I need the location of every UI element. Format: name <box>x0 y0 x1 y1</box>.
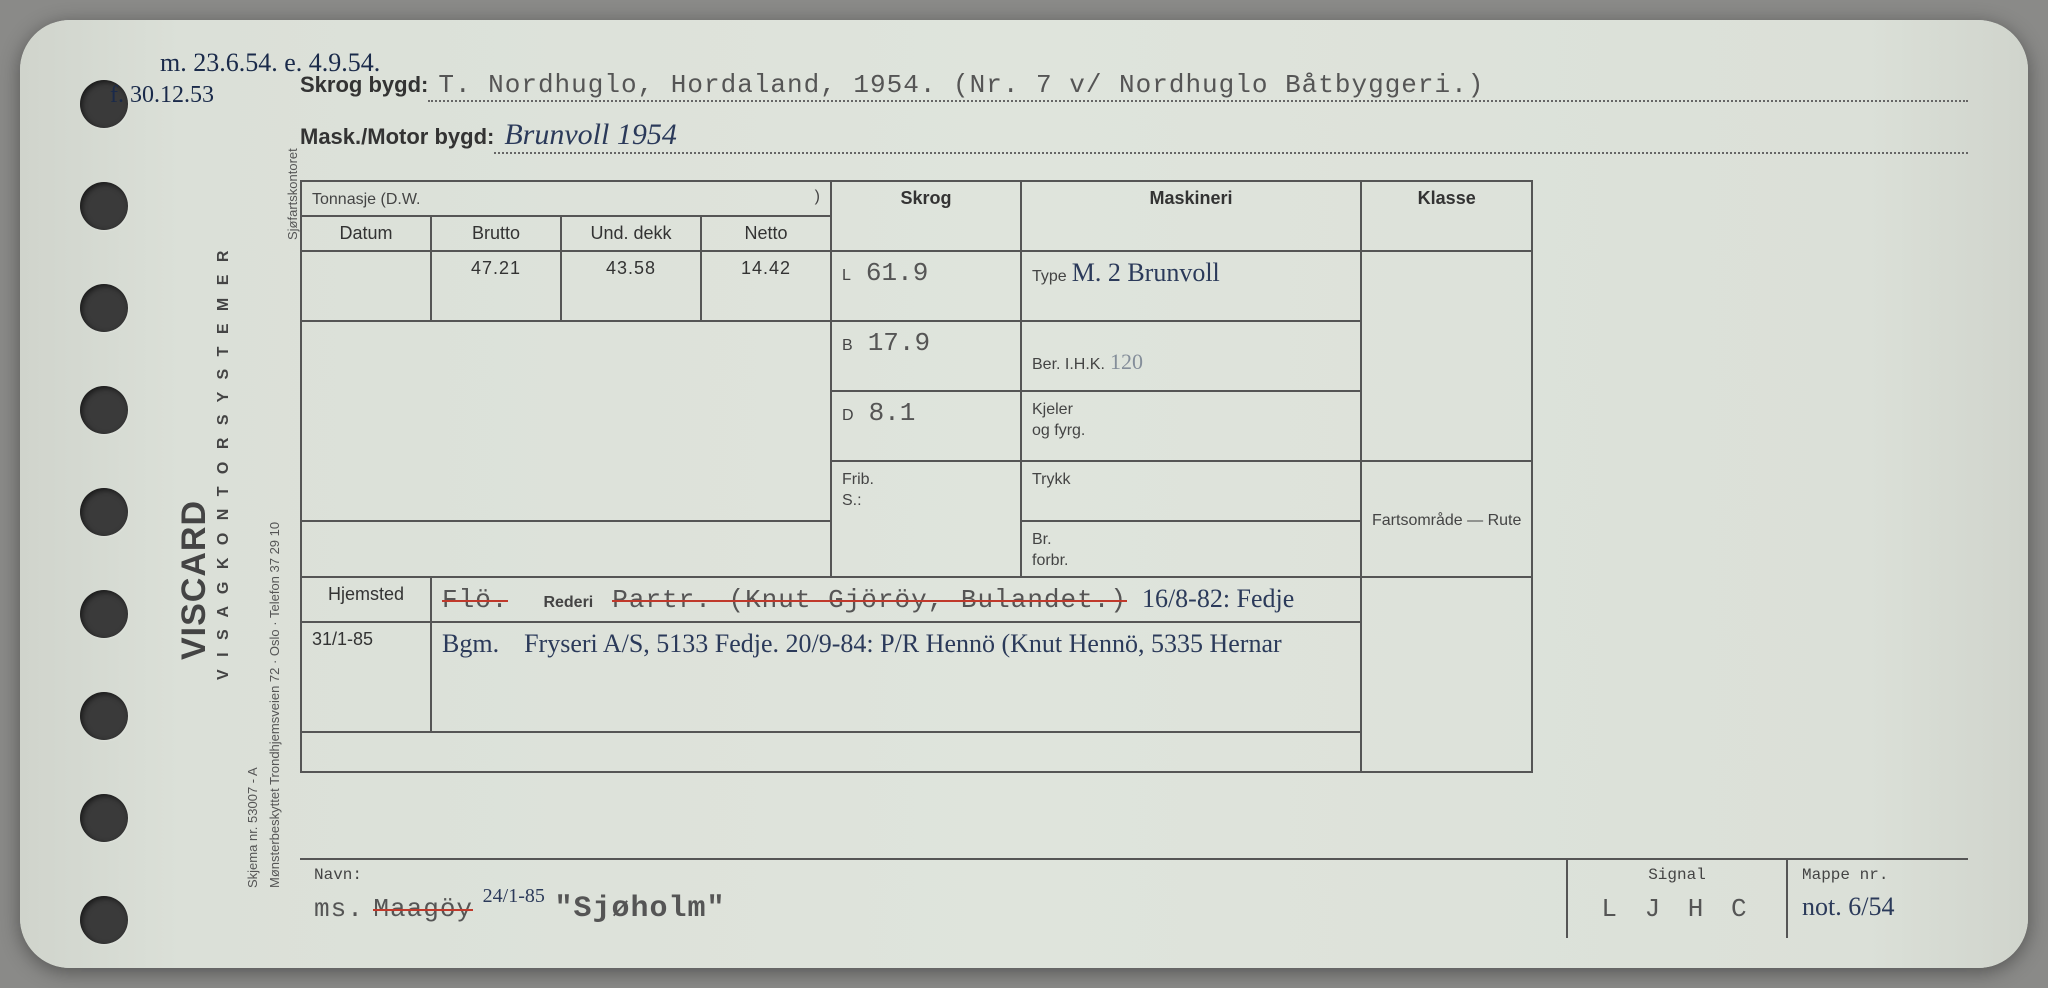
col-netto: Netto <box>701 216 831 251</box>
navn-value: "Sjøholm" <box>554 892 725 926</box>
navn-note: 24/1-85 <box>483 885 545 907</box>
L-value: 61.9 <box>866 258 928 288</box>
und-dekk-1: 43.58 <box>561 251 701 321</box>
tonnasje-close: ) <box>815 188 820 206</box>
frib-label: Frib. <box>842 471 874 488</box>
col-datum: Datum <box>301 216 431 251</box>
rederi-2: Fryseri A/S, 5133 Fedje. 20/9-84: P/R He… <box>524 629 1282 658</box>
klasse-cell <box>1361 251 1532 461</box>
fartsomrade-label: Fartsområde — Rute <box>1372 512 1521 529</box>
hjemsted-date-2: 31/1-85 <box>301 622 431 732</box>
col-und-dekk: Und. dekk <box>561 216 701 251</box>
D-value: 8.1 <box>869 398 916 428</box>
navn-struck: Maagöy <box>373 894 473 924</box>
skrog-bygd-label: Skrog bygd: <box>300 72 428 98</box>
rute-cell <box>1361 577 1532 772</box>
klasse-header: Klasse <box>1361 181 1532 251</box>
hole <box>80 386 128 434</box>
hole <box>80 182 128 230</box>
type-label: Type <box>1032 268 1067 285</box>
B-value: 17.9 <box>868 328 930 358</box>
br-label: Br. forbr. <box>1032 531 1068 569</box>
netto-1: 14.42 <box>701 251 831 321</box>
form-number: Skjema nr. 53007 - A <box>245 767 260 888</box>
skrog-header: Skrog <box>831 181 1021 251</box>
datum-1 <box>301 251 431 321</box>
main-table: Tonnasje (D.W. ) Skrog Maskineri Klasse … <box>300 180 1533 773</box>
content-area: Skrog bygd: T. Nordhuglo, Hordaland, 195… <box>300 60 1968 938</box>
S-label: S.: <box>842 492 862 509</box>
col-brutto: Brutto <box>431 216 561 251</box>
mappe-value: not. 6/54 <box>1802 892 1954 922</box>
motor-bygd-label: Mask./Motor bygd: <box>300 124 494 150</box>
hole <box>80 692 128 740</box>
D-label: D <box>842 407 854 424</box>
hole <box>80 794 128 842</box>
tonnasje-label: Tonnasje (D.W. <box>312 191 420 208</box>
brutto-1: 47.21 <box>431 251 561 321</box>
hole <box>80 590 128 638</box>
form-protected: Mønsterbeskyttet Trondhjemsveien 72 · Os… <box>267 522 282 888</box>
trykk-label: Trykk <box>1032 471 1071 488</box>
index-card: VISCARD V I S A G K O N T O R S Y S T E … <box>20 20 2028 968</box>
bottom-row: Navn: ms. Maagöy 24/1-85 "Sjøholm" Signa… <box>300 858 1968 938</box>
signal-label: Signal <box>1582 866 1772 884</box>
motor-bygd-value: Brunvoll 1954 <box>494 118 1968 154</box>
rederi-note-1: 16/8-82: Fedje <box>1142 584 1294 613</box>
hole <box>80 284 128 332</box>
navn-label: Navn: <box>314 866 1552 884</box>
rederi-struck: Partr. (Knut Gjöröy, Bulandet.) <box>612 585 1127 615</box>
brand-visag: V I S A G K O N T O R S Y S T E M E R <box>215 247 233 680</box>
rederi-header: Rederi <box>543 594 593 611</box>
signal-value: L J H C <box>1582 894 1772 924</box>
skrog-bygd-value: T. Nordhuglo, Hordaland, 1954. (Nr. 7 v/… <box>428 70 1968 102</box>
annotation-top-2: f. 30.12.53 <box>110 82 214 109</box>
hjemsted-struck: Flö. <box>442 585 508 615</box>
ber-label: Ber. I.H.K. <box>1032 356 1105 373</box>
brand-viscard: VISCARD <box>175 500 214 660</box>
hole <box>80 488 128 536</box>
type-value: M. 2 Brunvoll <box>1072 258 1220 287</box>
kjeler-label: Kjeler og fyrg. <box>1032 401 1085 439</box>
hjemsted-2: Bgm. <box>442 629 499 658</box>
B-label: B <box>842 337 853 354</box>
ber-value: 120 <box>1110 349 1143 374</box>
L-label: L <box>842 267 851 284</box>
hole <box>80 896 128 944</box>
sjofart-label: Sjøfartskontoret <box>285 148 300 240</box>
mappe-label: Mappe nr. <box>1802 866 1954 884</box>
maskineri-header: Maskineri <box>1021 181 1361 251</box>
navn-prefix: ms. <box>314 894 364 924</box>
hjemsted-header: Hjemsted <box>301 577 431 622</box>
punch-holes <box>80 80 128 944</box>
